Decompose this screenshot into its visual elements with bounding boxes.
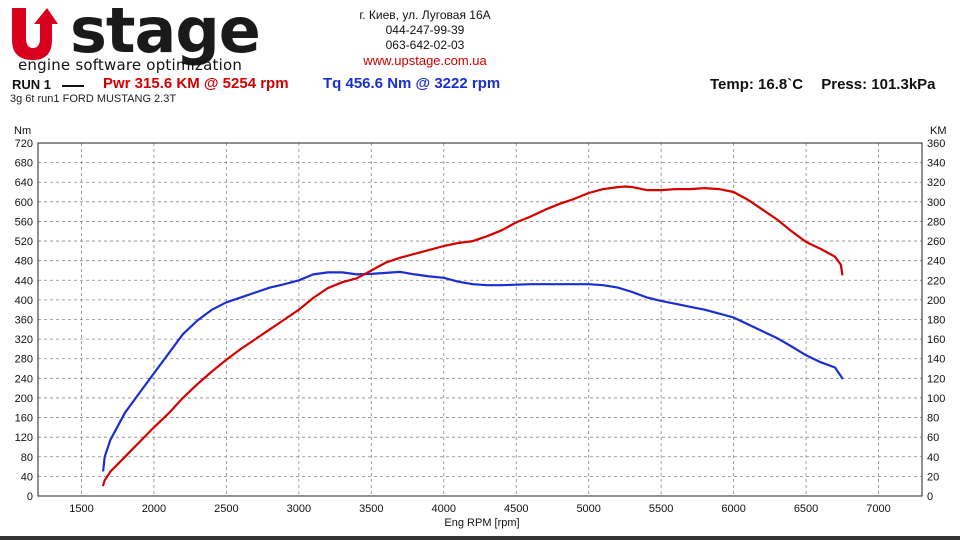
run-label: RUN 1: [12, 77, 52, 92]
chart-grid: [38, 143, 922, 496]
y-right-tick-label: 60: [927, 432, 939, 444]
y-right-tick-label: 320: [927, 177, 945, 189]
plot-frame: [37, 142, 923, 497]
y-right-tick-label: 340: [927, 158, 945, 170]
y-left-tick-label: 440: [15, 275, 33, 287]
y-left-tick-label: 200: [15, 393, 33, 405]
y-left-tick-label: 80: [21, 452, 33, 464]
y-left-tick-label: 40: [21, 471, 33, 483]
logo-tagline: engine software optimization: [18, 56, 243, 74]
y-left-tick-label: 400: [15, 295, 33, 307]
footer-rule: [0, 536, 960, 540]
temperature-readout: Temp: 16.8`C: [710, 76, 804, 93]
y-right-tick-label: 20: [927, 471, 939, 483]
y-left-tick-label: 520: [15, 236, 33, 248]
address-text: г. Киев, ул. Луговая 16А: [359, 8, 491, 22]
run-legend-line: [62, 85, 84, 87]
y-axis-left-label: Nm: [14, 125, 31, 137]
y-right-tick-label: 120: [927, 373, 945, 385]
torque-curve: [102, 270, 844, 472]
y-right-tick-label: 200: [927, 295, 945, 307]
y-left-tick-label: 160: [15, 413, 33, 425]
y-left-tick-label: 560: [15, 216, 33, 228]
run-subtitle: 3g 6t run1 FORD MUSTANG 2.3T: [10, 93, 177, 105]
x-tick-label: 4000: [432, 503, 456, 515]
chart-series: [102, 185, 844, 487]
x-tick-label: 3000: [287, 503, 311, 515]
pressure-readout: Press: 101.3kPa: [821, 76, 936, 93]
x-tick-label: 1500: [69, 503, 93, 515]
y-left-tick-label: 680: [15, 158, 33, 170]
y-right-tick-label: 100: [927, 393, 945, 405]
phone-2: 063-642-02-03: [385, 38, 465, 52]
y-right-tick-label: 300: [927, 197, 945, 209]
x-tick-label: 6000: [721, 503, 745, 515]
x-tick-label: 6500: [794, 503, 818, 515]
y-right-tick-label: 180: [927, 315, 945, 327]
contact-block: г. Киев, ул. Луговая 16А 044-247-99-39 0…: [330, 8, 520, 68]
website-link[interactable]: www.upstage.com.ua: [363, 53, 487, 68]
x-tick-label: 3500: [359, 503, 383, 515]
y-right-tick-label: 160: [927, 334, 945, 346]
y-right-tick-label: 140: [927, 354, 945, 366]
power-peak-label: Pwr 315.6 KM @ 5254 rpm: [103, 75, 289, 92]
logo-u-mark: [12, 8, 58, 60]
x-tick-label: 7000: [866, 503, 890, 515]
chart-axes: [37, 142, 923, 497]
y-right-tick-label: 40: [927, 452, 939, 464]
x-axis-label: Eng RPM [rpm]: [444, 517, 519, 529]
y-left-tick-label: 280: [15, 354, 33, 366]
y-right-tick-label: 360: [927, 138, 945, 150]
conditions: Temp: 16.8`C Press: 101.3kPa: [710, 76, 950, 93]
y-right-tick-label: 240: [927, 256, 945, 268]
y-left-tick-label: 0: [27, 491, 33, 503]
y-left-tick-label: 120: [15, 432, 33, 444]
y-right-tick-label: 260: [927, 236, 945, 248]
x-tick-label: 2500: [214, 503, 238, 515]
power-curve: [102, 185, 844, 487]
y-right-tick-label: 80: [927, 413, 939, 425]
y-left-tick-label: 600: [15, 197, 33, 209]
y-left-tick-label: 360: [15, 315, 33, 327]
x-tick-label: 5000: [576, 503, 600, 515]
x-tick-label: 4500: [504, 503, 528, 515]
x-tick-label: 2000: [142, 503, 166, 515]
y-left-tick-label: 720: [15, 138, 33, 150]
upstage-logo: stage engine software optimization: [6, 0, 306, 74]
y-left-tick-label: 240: [15, 373, 33, 385]
y-right-tick-label: 0: [927, 491, 933, 503]
y-right-tick-label: 220: [927, 275, 945, 287]
y-left-tick-label: 640: [15, 177, 33, 189]
y-left-tick-label: 480: [15, 256, 33, 268]
x-tick-label: 5500: [649, 503, 673, 515]
y-axis-right-label: KM: [930, 125, 947, 137]
chart-ticks: 0 0 40 20 80 40 120 60 160 80 200 100 240 120 280 140 32…: [15, 138, 946, 515]
y-right-tick-label: 280: [927, 216, 945, 228]
logo-wordmark: stage: [70, 0, 261, 67]
torque-peak-label: Tq 456.6 Nm @ 3222 rpm: [323, 75, 501, 92]
y-left-tick-label: 320: [15, 334, 33, 346]
phone-1: 044-247-99-39: [385, 23, 465, 37]
